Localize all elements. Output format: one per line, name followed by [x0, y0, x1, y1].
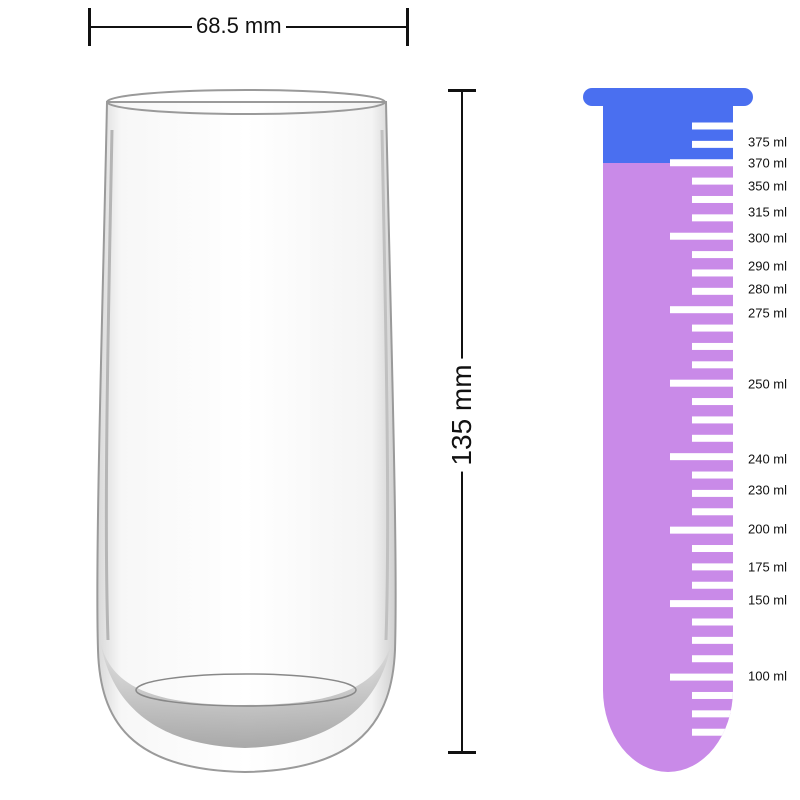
minor-tick — [692, 398, 733, 406]
volume-label: 230 ml — [748, 482, 788, 498]
volume-label: 375 ml — [748, 134, 788, 150]
volume-label: 240 ml — [748, 451, 788, 467]
minor-tick — [692, 636, 733, 644]
minor-tick — [692, 471, 733, 479]
volume-label: 315 ml — [748, 204, 788, 220]
minor-tick — [692, 581, 733, 589]
volume-label: 100 ml — [748, 668, 788, 684]
volume-label: 275 ml — [748, 305, 788, 321]
minor-tick — [692, 618, 733, 626]
volume-label: 200 ml — [748, 521, 788, 537]
minor-tick — [692, 563, 733, 571]
minor-tick — [692, 324, 733, 332]
minor-tick — [692, 177, 733, 185]
minor-tick — [692, 434, 733, 442]
major-tick — [670, 379, 733, 387]
minor-tick — [692, 287, 733, 295]
minor-tick — [692, 710, 733, 718]
major-tick — [670, 232, 733, 240]
tube-top-section — [603, 100, 733, 163]
volume-label: 300 ml — [748, 230, 788, 246]
width-dimension-tick-left — [88, 8, 91, 46]
volume-label: 290 ml — [748, 258, 788, 274]
height-dimension-tick-top — [448, 89, 476, 92]
minor-tick — [692, 251, 733, 259]
width-dimension-tick-right — [406, 8, 409, 46]
minor-tick — [692, 655, 733, 663]
volume-label: 280 ml — [748, 281, 788, 297]
major-tick — [670, 526, 733, 534]
height-dimension-tick-bottom — [448, 751, 476, 754]
minor-tick — [692, 195, 733, 203]
major-tick — [670, 600, 733, 608]
minor-tick — [692, 342, 733, 350]
minor-tick — [692, 269, 733, 277]
minor-tick — [692, 416, 733, 424]
volume-label: 175 ml — [748, 559, 788, 575]
minor-tick — [692, 361, 733, 369]
minor-tick — [692, 489, 733, 497]
volume-label: 350 ml — [748, 178, 788, 194]
minor-tick — [692, 508, 733, 516]
volume-label: 250 ml — [748, 376, 788, 392]
major-tick — [670, 159, 733, 167]
major-tick — [670, 453, 733, 461]
minor-tick — [692, 545, 733, 553]
volume-label: 370 ml — [748, 155, 788, 171]
tube-cap — [583, 88, 753, 106]
volume-label: 150 ml — [748, 592, 788, 608]
minor-tick — [692, 691, 733, 699]
width-label: 68.5 mm — [192, 13, 286, 39]
minor-tick — [692, 728, 733, 736]
minor-tick — [692, 214, 733, 222]
minor-tick — [692, 140, 733, 148]
minor-tick — [692, 122, 733, 130]
major-tick — [670, 673, 733, 681]
major-tick — [670, 306, 733, 314]
